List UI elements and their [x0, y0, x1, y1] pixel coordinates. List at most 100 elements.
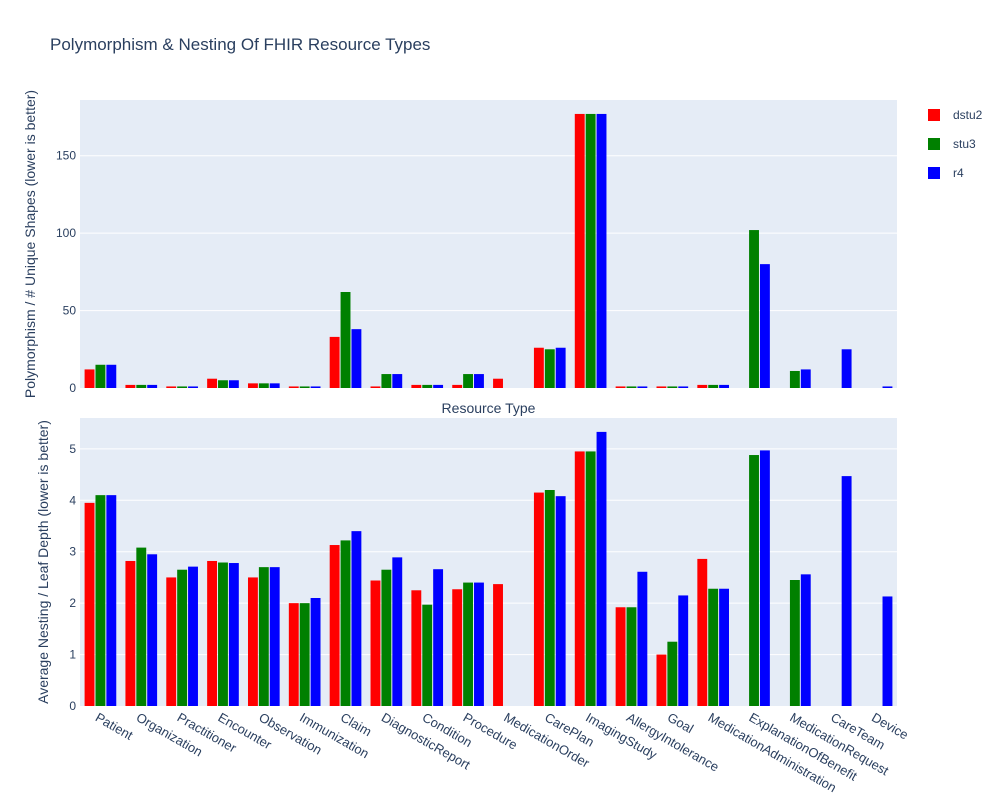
- bottom-bar-dstu2-procedure[interactable]: [452, 589, 463, 706]
- legend-item-r4[interactable]: r4: [928, 166, 964, 180]
- bottom-bar-r4-procedure[interactable]: [474, 582, 484, 706]
- top-bar-stu3-procedure[interactable]: [463, 374, 474, 388]
- bottom-bar-dstu2-imagingstudy[interactable]: [574, 451, 585, 706]
- bottom-bar-stu3-procedure[interactable]: [463, 582, 474, 706]
- bottom-bar-dstu2-goal[interactable]: [656, 654, 667, 706]
- bottom-bar-dstu2-careplan[interactable]: [533, 492, 544, 706]
- top-bar-stu3-observation[interactable]: [258, 383, 269, 388]
- top-bar-dstu2-imagingstudy[interactable]: [574, 113, 585, 388]
- bottom-bar-stu3-goal[interactable]: [667, 641, 678, 706]
- top-bar-dstu2-diagnosticreport[interactable]: [370, 386, 381, 388]
- bottom-bar-r4-condition[interactable]: [433, 569, 444, 706]
- top-bar-stu3-imagingstudy[interactable]: [585, 113, 596, 388]
- top-bar-dstu2-patient[interactable]: [84, 369, 95, 388]
- top-bar-r4-explanationofbenefit[interactable]: [759, 264, 770, 388]
- top-bar-r4-careplan[interactable]: [555, 347, 566, 388]
- top-bar-stu3-allergyintolerance[interactable]: [626, 386, 637, 388]
- top-bar-dstu2-medicationorder[interactable]: [493, 378, 503, 388]
- bottom-bar-dstu2-diagnosticreport[interactable]: [370, 580, 381, 706]
- bottom-bar-r4-imagingstudy[interactable]: [596, 431, 607, 706]
- top-bar-stu3-explanationofbenefit[interactable]: [749, 230, 759, 388]
- top-bar-stu3-medicationadministration[interactable]: [708, 384, 719, 388]
- bottom-bar-stu3-condition[interactable]: [422, 604, 433, 706]
- top-bar-r4-organization[interactable]: [147, 384, 158, 388]
- top-bar-stu3-goal[interactable]: [667, 386, 678, 388]
- top-bar-r4-allergyintolerance[interactable]: [637, 386, 648, 388]
- bottom-bar-stu3-claim[interactable]: [340, 540, 351, 706]
- bottom-bar-dstu2-practitioner[interactable]: [166, 577, 177, 706]
- bottom-bar-r4-organization[interactable]: [147, 554, 158, 706]
- bottom-bar-r4-explanationofbenefit[interactable]: [759, 450, 770, 706]
- legend[interactable]: dstu2 stu3 r4: [928, 108, 983, 180]
- bottom-bar-dstu2-medicationadministration[interactable]: [697, 558, 708, 706]
- legend-item-dstu2[interactable]: dstu2: [928, 108, 983, 122]
- top-bar-stu3-immunization[interactable]: [299, 386, 310, 388]
- top-bar-dstu2-goal[interactable]: [656, 386, 667, 388]
- top-bar-stu3-claim[interactable]: [340, 292, 351, 388]
- bottom-bar-dstu2-organization[interactable]: [125, 560, 136, 706]
- top-bar-r4-careteam[interactable]: [841, 349, 852, 388]
- top-bar-dstu2-careplan[interactable]: [533, 347, 544, 388]
- bottom-bar-r4-claim[interactable]: [351, 531, 362, 706]
- bottom-bar-dstu2-patient[interactable]: [84, 502, 95, 706]
- bottom-bar-dstu2-condition[interactable]: [411, 590, 422, 706]
- top-bar-dstu2-immunization[interactable]: [288, 386, 299, 388]
- bottom-bar-r4-encounter[interactable]: [228, 563, 239, 706]
- top-bar-stu3-encounter[interactable]: [218, 380, 228, 388]
- top-bar-r4-observation[interactable]: [269, 383, 280, 388]
- top-bar-dstu2-procedure[interactable]: [452, 384, 463, 388]
- bottom-bar-stu3-observation[interactable]: [258, 567, 269, 706]
- bottom-bar-stu3-medicationrequest[interactable]: [789, 580, 800, 706]
- top-bar-r4-imagingstudy[interactable]: [596, 113, 607, 388]
- bottom-bar-stu3-patient[interactable]: [95, 495, 106, 706]
- top-bar-r4-medicationrequest[interactable]: [800, 369, 811, 388]
- top-bar-r4-patient[interactable]: [106, 364, 117, 388]
- bottom-bar-stu3-imagingstudy[interactable]: [585, 451, 596, 706]
- bottom-bar-r4-immunization[interactable]: [310, 598, 321, 706]
- top-bar-r4-immunization[interactable]: [310, 386, 321, 388]
- top-bar-dstu2-practitioner[interactable]: [166, 386, 177, 388]
- bottom-bar-dstu2-encounter[interactable]: [207, 560, 218, 706]
- bottom-bar-r4-diagnosticreport[interactable]: [392, 557, 403, 706]
- top-bar-stu3-medicationrequest[interactable]: [789, 370, 800, 388]
- bottom-bar-stu3-explanationofbenefit[interactable]: [749, 455, 759, 706]
- top-bar-r4-goal[interactable]: [678, 386, 689, 388]
- top-bar-dstu2-claim[interactable]: [329, 336, 340, 388]
- top-bar-dstu2-observation[interactable]: [247, 383, 258, 388]
- bottom-bar-stu3-diagnosticreport[interactable]: [381, 569, 392, 706]
- top-bar-stu3-diagnosticreport[interactable]: [381, 374, 392, 388]
- top-bar-r4-procedure[interactable]: [474, 374, 484, 388]
- bottom-bar-r4-patient[interactable]: [106, 495, 117, 706]
- top-bar-stu3-patient[interactable]: [95, 364, 106, 388]
- legend-item-stu3[interactable]: stu3: [928, 137, 976, 151]
- top-bar-dstu2-condition[interactable]: [411, 384, 422, 388]
- top-bar-r4-condition[interactable]: [433, 384, 444, 388]
- bottom-bar-r4-medicationrequest[interactable]: [800, 574, 811, 706]
- bottom-bar-r4-allergyintolerance[interactable]: [637, 571, 648, 706]
- top-bar-r4-claim[interactable]: [351, 329, 362, 388]
- top-bar-stu3-practitioner[interactable]: [177, 386, 188, 388]
- top-bar-dstu2-medicationadministration[interactable]: [697, 384, 708, 388]
- top-bar-r4-device[interactable]: [882, 386, 893, 388]
- bottom-bar-stu3-practitioner[interactable]: [177, 569, 188, 706]
- bottom-bar-stu3-allergyintolerance[interactable]: [626, 607, 637, 706]
- bottom-bar-dstu2-medicationorder[interactable]: [493, 584, 503, 706]
- bottom-bar-r4-device[interactable]: [882, 596, 893, 706]
- bottom-bar-dstu2-allergyintolerance[interactable]: [615, 607, 626, 706]
- bottom-bar-r4-careteam[interactable]: [841, 476, 852, 706]
- bottom-bar-dstu2-observation[interactable]: [247, 577, 258, 706]
- top-bar-dstu2-organization[interactable]: [125, 384, 136, 388]
- bottom-bar-r4-observation[interactable]: [269, 567, 280, 706]
- bottom-bar-stu3-medicationadministration[interactable]: [708, 588, 719, 706]
- top-bar-r4-diagnosticreport[interactable]: [392, 374, 403, 388]
- top-bar-dstu2-encounter[interactable]: [207, 378, 218, 388]
- bottom-bar-stu3-careplan[interactable]: [544, 490, 555, 706]
- top-bar-dstu2-allergyintolerance[interactable]: [615, 386, 626, 388]
- bottom-bar-stu3-organization[interactable]: [136, 547, 147, 706]
- bottom-bar-r4-careplan[interactable]: [555, 496, 566, 706]
- bottom-bar-stu3-encounter[interactable]: [218, 562, 228, 706]
- top-bar-r4-encounter[interactable]: [228, 380, 239, 388]
- top-bar-stu3-organization[interactable]: [136, 384, 147, 388]
- bottom-bar-r4-practitioner[interactable]: [188, 566, 198, 706]
- bottom-bar-stu3-immunization[interactable]: [299, 603, 310, 706]
